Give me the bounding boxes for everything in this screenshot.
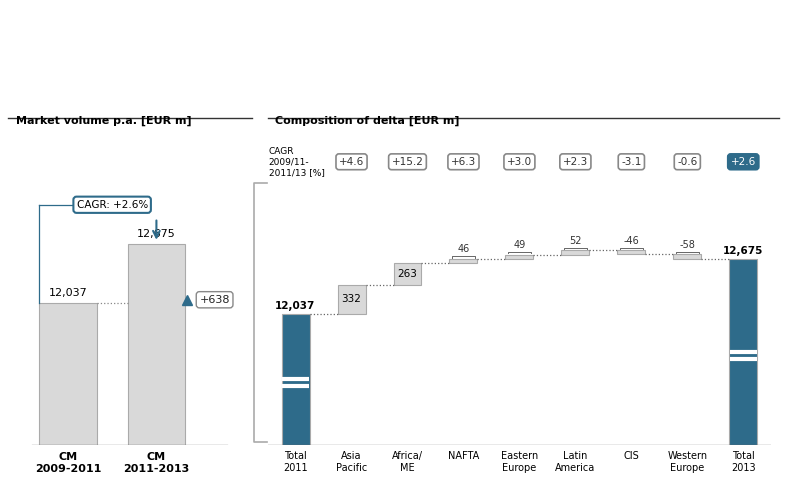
- Text: +638: +638: [199, 295, 230, 305]
- Text: CAGR: +2.6%: CAGR: +2.6%: [76, 200, 148, 210]
- Text: 52: 52: [569, 236, 582, 246]
- Text: Western
Europe: Western Europe: [667, 452, 708, 473]
- Text: +2.3: +2.3: [563, 157, 588, 167]
- Text: Composition of delta [EUR m]: Composition of delta [EUR m]: [275, 116, 460, 126]
- Text: Total
2011: Total 2011: [283, 452, 308, 473]
- Text: Asia
Pacific: Asia Pacific: [336, 452, 368, 473]
- Text: 12,675: 12,675: [723, 246, 763, 256]
- Text: Rail control market grew at 2.6 % CAGR – Asia Pacific and Africa/
Middle East ma: Rail control market grew at 2.6 % CAGR –…: [12, 28, 486, 64]
- Text: -3.1: -3.1: [621, 157, 641, 167]
- Text: 263: 263: [397, 269, 417, 279]
- Text: Latin
America: Latin America: [556, 452, 596, 473]
- Text: +3.0: +3.0: [507, 157, 532, 167]
- Bar: [127, 244, 185, 445]
- Text: 12,037: 12,037: [49, 288, 87, 298]
- Text: 46: 46: [457, 244, 470, 254]
- Bar: [39, 302, 97, 445]
- Text: -58: -58: [679, 240, 695, 249]
- Text: CAGR
2009/11-
2011/13 [%]: CAGR 2009/11- 2011/13 [%]: [268, 147, 324, 177]
- Bar: [394, 263, 422, 285]
- Bar: [449, 259, 478, 263]
- Text: NAFTA: NAFTA: [448, 452, 479, 461]
- Text: CM
2009-2011: CM 2009-2011: [35, 452, 101, 474]
- Text: Total
2013: Total 2013: [731, 452, 756, 473]
- Text: Market volume p.a. [EUR m]: Market volume p.a. [EUR m]: [16, 116, 191, 126]
- Text: 332: 332: [342, 294, 361, 304]
- Text: +6.3: +6.3: [451, 157, 476, 167]
- Text: CM
2011-2013: CM 2011-2013: [124, 452, 190, 474]
- Bar: [617, 250, 645, 254]
- Text: +4.6: +4.6: [339, 157, 364, 167]
- Text: 12,037: 12,037: [275, 300, 315, 311]
- Bar: [282, 314, 309, 445]
- Text: -46: -46: [623, 236, 639, 246]
- Bar: [505, 255, 534, 259]
- Text: 49: 49: [513, 240, 526, 250]
- Bar: [674, 254, 701, 259]
- Bar: [561, 250, 589, 255]
- Text: Africa/
ME: Africa/ ME: [392, 452, 423, 473]
- Text: +15.2: +15.2: [392, 157, 423, 167]
- Bar: [730, 259, 757, 445]
- Text: +2.6: +2.6: [730, 157, 756, 167]
- Text: CIS: CIS: [623, 452, 639, 461]
- Text: Eastern
Europe: Eastern Europe: [501, 452, 538, 473]
- Text: 12,675: 12,675: [137, 229, 176, 240]
- Text: -0.6: -0.6: [677, 157, 697, 167]
- Bar: [338, 285, 365, 314]
